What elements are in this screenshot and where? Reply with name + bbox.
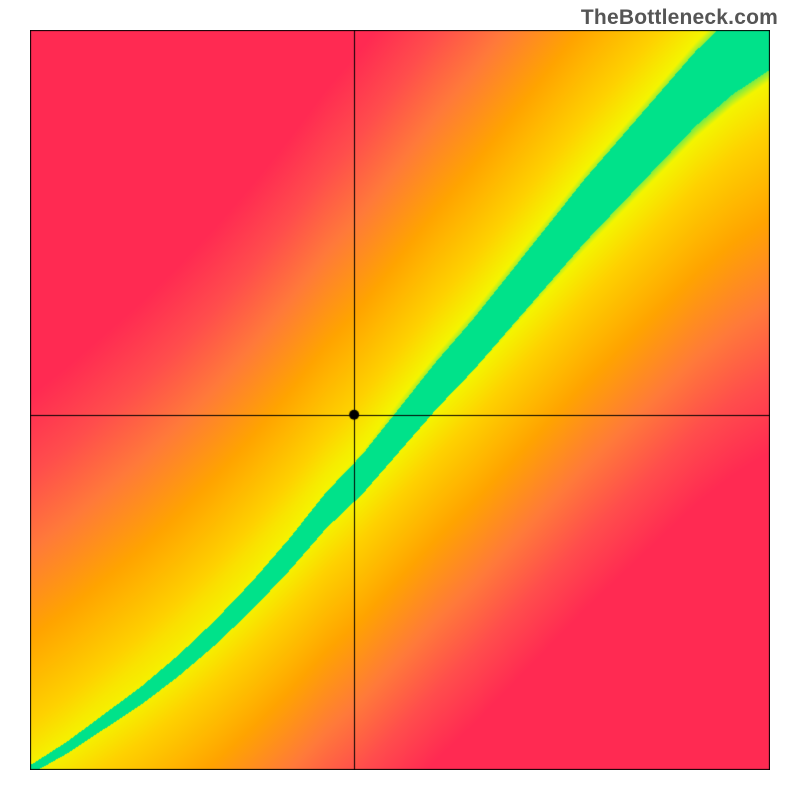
bottleneck-heatmap [30,30,770,770]
chart-container: TheBottleneck.com [0,0,800,800]
watermark-text: TheBottleneck.com [581,6,778,30]
